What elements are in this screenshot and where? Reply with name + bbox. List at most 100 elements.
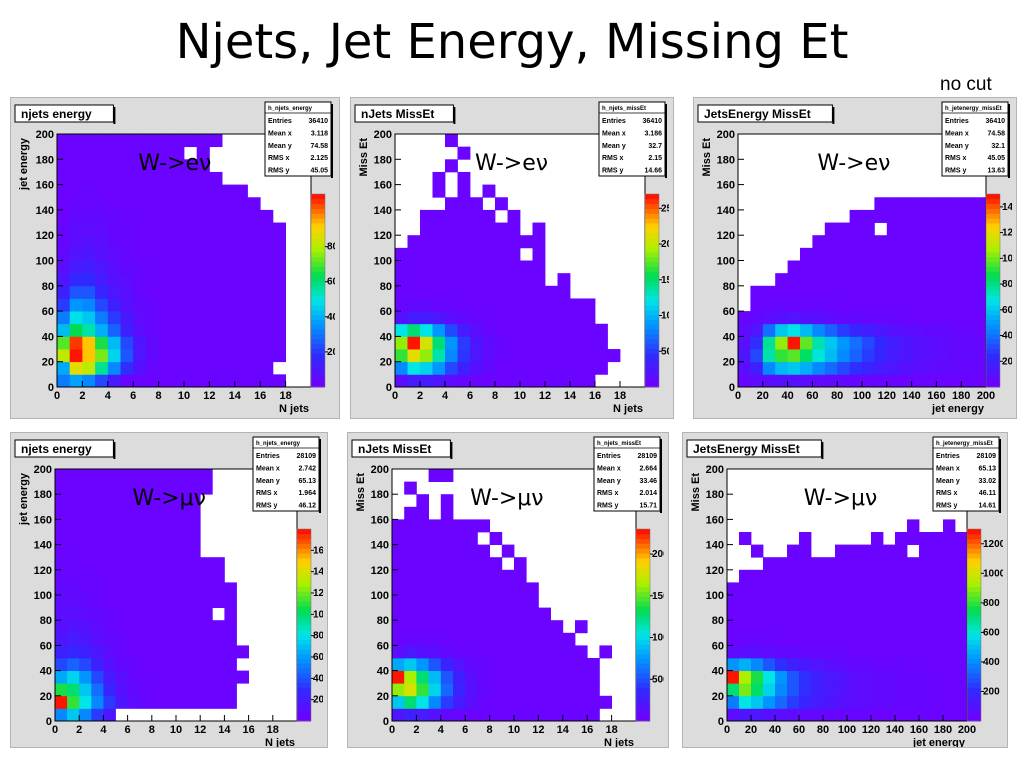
heatmap-cell: [823, 670, 836, 684]
heatmap-cell: [911, 298, 925, 312]
heatmap-cell: [936, 247, 950, 261]
heatmap-cell: [432, 260, 446, 274]
heatmap-cell: [955, 607, 968, 621]
heatmap-cell: [775, 645, 788, 659]
stats-box-shadow: [665, 104, 667, 178]
color-scale-segment: [297, 605, 311, 612]
heatmap-cell: [115, 683, 128, 697]
heatmap-cell: [811, 632, 824, 646]
stats-value: 15.71: [639, 503, 657, 510]
heatmap-cell: [392, 582, 405, 596]
y-tick-label: 120: [706, 565, 724, 577]
heatmap-cell: [532, 311, 546, 325]
heatmap-cell: [163, 506, 177, 520]
color-scale-segment: [311, 329, 325, 335]
heatmap-cell: [514, 658, 527, 671]
heatmap-cell: [837, 336, 850, 350]
color-scale-segment: [645, 362, 659, 369]
heatmap-cell: [943, 582, 956, 596]
y-tick-label: 180: [371, 489, 389, 501]
heatmap-cell: [874, 273, 888, 287]
heatmap-cell: [260, 336, 274, 350]
heatmap-cell: [465, 595, 478, 608]
heatmap-cell: [107, 349, 121, 363]
heatmap-cell: [911, 209, 925, 223]
heatmap-cell: [407, 374, 421, 388]
heatmap-cell: [103, 620, 116, 634]
heatmap-cell: [145, 222, 159, 236]
heatmap-cell: [209, 171, 223, 185]
heatmap-cell: [907, 670, 920, 684]
color-scale-segment: [986, 300, 1000, 306]
heatmap-cell: [163, 582, 177, 596]
heatmap-cell: [107, 209, 121, 223]
heatmap-cell: [260, 273, 274, 287]
heatmap-cell: [907, 595, 920, 608]
heatmap-cell: [55, 658, 68, 671]
heatmap-cell: [823, 607, 836, 621]
heatmap-cell: [501, 645, 515, 659]
heatmap-cell: [557, 298, 571, 312]
heatmap-cell: [120, 134, 134, 148]
heatmap-cell: [67, 519, 80, 533]
panel-title-shadow: [450, 442, 453, 459]
heatmap-cell: [420, 361, 433, 375]
heatmap-cell: [955, 544, 968, 558]
heatmap-cell: [188, 632, 201, 646]
heatmap-cell: [260, 285, 274, 299]
heatmap-cell: [943, 544, 956, 558]
color-scale-segment: [645, 208, 659, 214]
color-scale-segment: [311, 309, 325, 316]
heatmap-cell: [91, 582, 104, 596]
heatmap-cell: [489, 683, 503, 697]
color-scale-segment: [636, 701, 650, 708]
y-tick-label: 120: [36, 230, 54, 242]
heatmap-cell: [420, 336, 433, 350]
heatmap-cell: [67, 595, 80, 608]
heatmap-cell: [139, 645, 153, 659]
color-scale-segment: [297, 572, 311, 578]
color-scale-segment: [311, 314, 325, 320]
color-scale-segment: [967, 687, 981, 693]
heatmap-cell: [247, 349, 261, 363]
color-scale-segment: [645, 353, 659, 359]
stats-label: Entries: [597, 453, 621, 460]
y-tick-label: 200: [371, 464, 389, 476]
heatmap-cell: [775, 298, 788, 312]
heatmap-cell: [453, 582, 466, 596]
z-tick-label: 200: [1002, 356, 1016, 367]
heatmap-cell: [495, 336, 508, 350]
color-scale-segment: [986, 348, 1000, 354]
heatmap-cell: [489, 582, 503, 596]
heatmap-cell: [67, 481, 80, 495]
color-scale-segment: [297, 538, 311, 544]
z-tick-label: 1500: [661, 275, 673, 286]
heatmap-cell: [196, 134, 210, 148]
x-tick-label: 14: [557, 724, 570, 736]
heatmap-cell: [67, 569, 80, 583]
heatmap-cell: [871, 544, 884, 558]
heatmap-cell: [188, 607, 201, 621]
heatmap-cell: [811, 557, 824, 571]
heatmap-cell: [79, 632, 92, 646]
heatmap-cell: [931, 683, 944, 697]
heatmap-cell: [931, 557, 944, 571]
color-scale-segment: [311, 256, 325, 263]
color-scale-segment: [297, 687, 311, 693]
heatmap-cell: [532, 247, 546, 261]
color-scale-segment: [645, 377, 659, 383]
heatmap-cell: [575, 708, 588, 722]
heatmap-cell: [79, 494, 92, 508]
heatmap-cell: [79, 683, 92, 697]
heatmap-cell: [176, 519, 189, 533]
heatmap-cell: [222, 311, 236, 325]
heatmap-cell: [470, 311, 483, 325]
heatmap-cell: [224, 620, 237, 634]
heatmap-cell: [883, 607, 896, 621]
heatmap-cell: [955, 658, 968, 671]
heatmap-cell: [440, 494, 454, 508]
heatmap-cell: [145, 134, 159, 148]
heatmap-cell: [82, 298, 96, 312]
heatmap-cell: [120, 222, 134, 236]
heatmap-cell: [973, 374, 987, 388]
